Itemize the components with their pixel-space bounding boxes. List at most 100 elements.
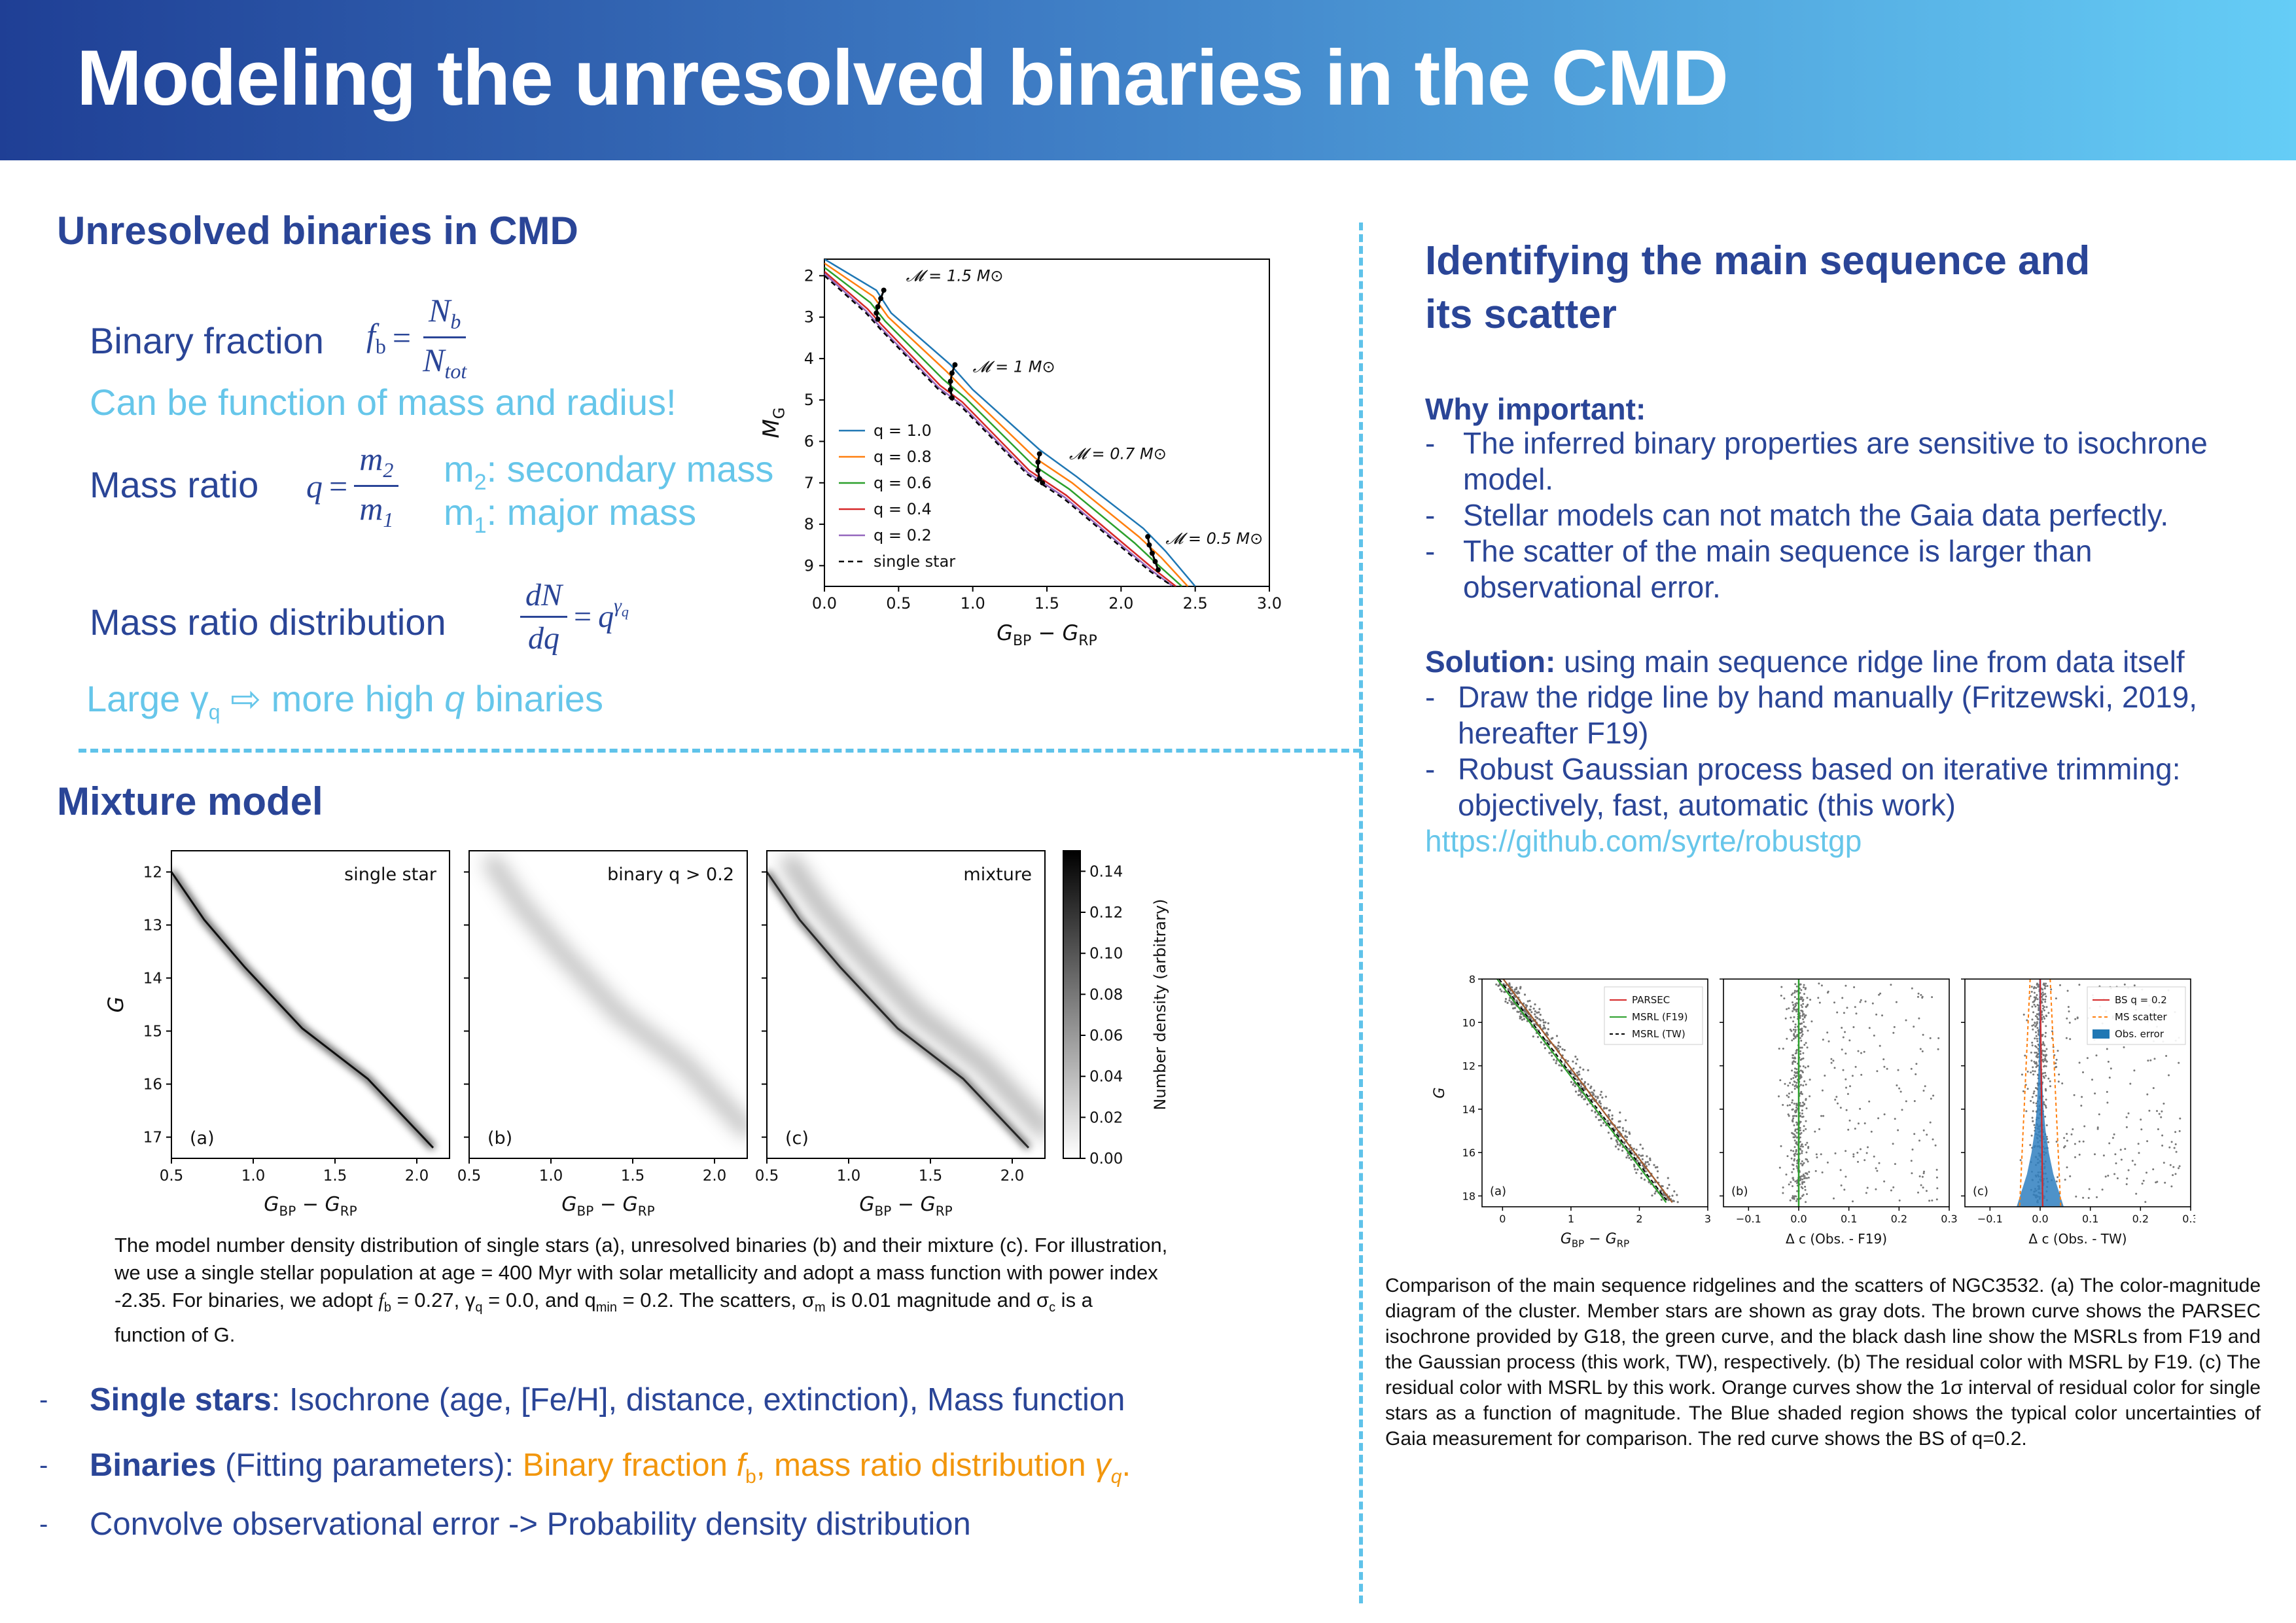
- header-banner: Modeling the unresolved binaries in the …: [0, 0, 2296, 160]
- residual-point: [2031, 1041, 2034, 1044]
- residual-point: [2161, 1110, 2163, 1113]
- residual-point: [1795, 1150, 1797, 1153]
- residual-point: [2069, 1175, 2072, 1177]
- residual-point: [1809, 1095, 1811, 1097]
- residual-point: [1870, 1130, 1873, 1133]
- axis-label: Δ c (Obs. - TW): [2028, 1231, 2127, 1247]
- residual-point: [1806, 1158, 1809, 1161]
- residual-point: [2045, 1089, 2047, 1092]
- residual-point: [1837, 1102, 1839, 1105]
- residual-point: [2129, 1082, 2132, 1085]
- star-point: [1641, 1154, 1644, 1157]
- star-point: [1604, 1096, 1607, 1098]
- residual-point: [1817, 997, 1820, 999]
- residual-point: [1898, 1087, 1901, 1090]
- residual-point: [1792, 1077, 1795, 1079]
- residual-point: [2057, 1080, 2060, 1083]
- residual-point: [1792, 1084, 1794, 1086]
- residual-point: [1802, 1003, 1805, 1005]
- residual-point: [1792, 1168, 1795, 1170]
- star-point: [1557, 1044, 1560, 1047]
- star-point: [1563, 1048, 1566, 1052]
- residual-point: [1854, 1128, 1856, 1130]
- residual-point: [1803, 1125, 1805, 1128]
- star-point: [1521, 1018, 1523, 1021]
- residual-point: [2126, 1177, 2128, 1180]
- residual-point: [1919, 1048, 1922, 1050]
- residual-point: [2172, 1166, 2175, 1168]
- residual-point: [1790, 993, 1793, 996]
- residual-point: [1802, 1018, 1805, 1020]
- residual-point: [2127, 1112, 2130, 1115]
- residual-point: [2031, 1116, 2034, 1119]
- residual-point: [2036, 1016, 2038, 1018]
- residual-point: [1799, 1017, 1801, 1019]
- legend-label: Obs. error: [2115, 1028, 2164, 1040]
- x-tick-label: 1.5: [323, 1168, 347, 1185]
- star-point: [1530, 1011, 1533, 1014]
- residual-point: [1792, 1115, 1794, 1117]
- star-point: [1673, 1190, 1676, 1192]
- residual-point: [2168, 1074, 2170, 1077]
- x-tick-label: 0.5: [160, 1168, 184, 1185]
- residual-point: [2034, 1070, 2036, 1073]
- star-point: [1576, 1071, 1578, 1074]
- residual-point: [1857, 1160, 1859, 1163]
- residual-point: [2138, 1152, 2140, 1154]
- robustgp-link[interactable]: https://github.com/syrte/robustgp: [1425, 824, 1862, 858]
- residual-point: [1856, 1151, 1859, 1154]
- residual-point: [1795, 1121, 1798, 1124]
- residual-point: [1924, 1085, 1926, 1088]
- residual-point: [1795, 1008, 1798, 1011]
- vertical-divider: [1359, 223, 1363, 1603]
- residual-point: [2057, 1050, 2059, 1052]
- residual-point: [1800, 1004, 1803, 1007]
- y-tick-label: 18: [1462, 1190, 1475, 1202]
- residual-point: [1925, 1190, 1928, 1192]
- residual-point: [2032, 1101, 2035, 1104]
- residual-point: [2152, 1168, 2155, 1171]
- panel-frame: [1723, 978, 1950, 1207]
- residual-point: [1801, 1181, 1803, 1183]
- residual-point: [2019, 1159, 2022, 1162]
- residual-point: [1808, 1171, 1810, 1173]
- residual-point: [1786, 1008, 1788, 1010]
- star-point: [1646, 1161, 1649, 1164]
- residual-point: [1801, 1058, 1803, 1060]
- residual-point: [1803, 1080, 1806, 1082]
- star-point: [1534, 1016, 1537, 1018]
- star-point: [1536, 1036, 1540, 1039]
- residual-point: [2174, 1131, 2177, 1133]
- residual-point: [1795, 1200, 1798, 1202]
- residual-point: [1789, 1199, 1792, 1202]
- residual-point: [2073, 1094, 2075, 1096]
- residual-point: [2068, 1022, 2071, 1024]
- residual-point: [1801, 1160, 1803, 1162]
- y-tick-label: 4: [804, 349, 814, 368]
- residual-point: [1854, 1065, 1857, 1068]
- residual-point: [2044, 1071, 2046, 1074]
- residual-point: [2037, 984, 2040, 986]
- residual-point: [1800, 989, 1803, 991]
- residual-point: [1807, 1160, 1809, 1163]
- parsec-curve: [1502, 979, 1673, 1204]
- star-point: [1619, 1111, 1621, 1114]
- residual-point: [1793, 1008, 1795, 1011]
- residual-point: [2096, 1128, 2099, 1130]
- residual-point: [1818, 1001, 1821, 1004]
- density-group: [171, 870, 435, 1150]
- star-point: [1630, 1158, 1633, 1161]
- residual-point: [1792, 1136, 1795, 1139]
- residual-point: [2075, 1195, 2077, 1198]
- residual-point: [2127, 1169, 2130, 1171]
- residual-point: [1801, 1175, 1803, 1177]
- residual-point: [2175, 1150, 2178, 1153]
- star-point: [1529, 1005, 1532, 1008]
- series-line: [824, 259, 1196, 586]
- residual-point: [2045, 1060, 2048, 1063]
- x-tick-label: 3: [1704, 1213, 1711, 1225]
- residual-point: [1793, 1198, 1795, 1200]
- star-point: [1576, 1058, 1579, 1061]
- residual-point: [2035, 1061, 2038, 1063]
